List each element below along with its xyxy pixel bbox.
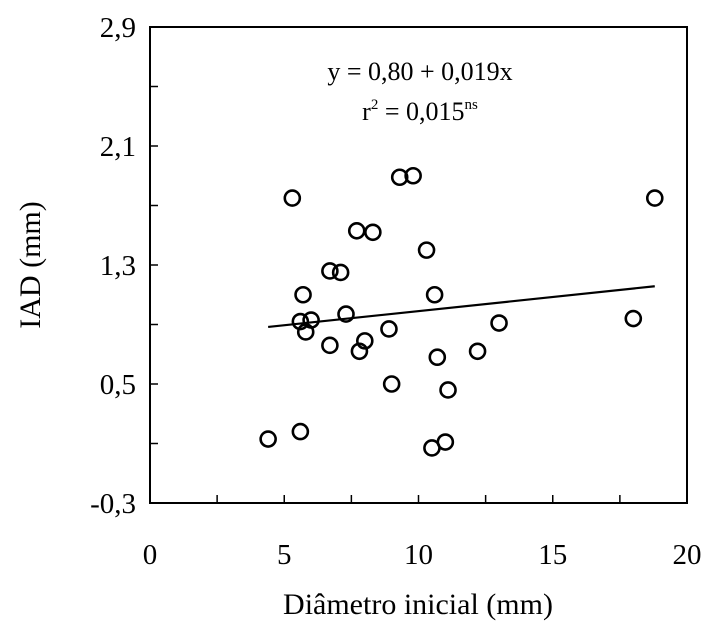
data-points [259, 166, 664, 457]
data-point [468, 342, 487, 361]
data-point [645, 189, 664, 207]
y-tick-label: 2,1 [100, 131, 136, 163]
axis-ticks: 0 5 10 15 20 -0,3 0,5 1,3 2,1 2,9 [90, 12, 701, 571]
data-point [259, 430, 277, 448]
data-point [364, 223, 382, 242]
y-axis-title: IAD (mm) [14, 201, 47, 328]
data-point [439, 381, 457, 399]
data-point [380, 320, 398, 338]
data-point [382, 375, 401, 393]
fit-line-group [268, 285, 655, 329]
data-point [321, 262, 339, 280]
data-point [390, 168, 409, 187]
x-tick-label: 0 [143, 539, 158, 571]
data-point [404, 166, 422, 185]
x-tick-label: 15 [538, 539, 567, 571]
y-tick-label: 2,9 [100, 12, 136, 44]
data-point [490, 314, 508, 332]
data-point [436, 433, 455, 451]
data-point [425, 285, 444, 304]
regression-equation: y = 0,80 + 0,019x [327, 57, 512, 86]
data-point [283, 189, 302, 207]
data-point [291, 422, 310, 441]
x-axis-title: Diâmetro inicial (mm) [283, 588, 553, 621]
data-point [428, 348, 447, 367]
data-point [355, 332, 374, 350]
data-point [321, 336, 339, 355]
r-squared-label: r2 = 0,015ns [362, 97, 478, 126]
data-point [350, 342, 369, 361]
data-point [624, 309, 643, 328]
data-point [347, 221, 366, 240]
y-tick-label: -0,3 [90, 488, 136, 520]
x-tick-label: 10 [404, 539, 433, 571]
y-tick-label: 0,5 [100, 369, 136, 401]
data-point [417, 241, 436, 259]
data-point [302, 311, 320, 329]
regression-line [268, 285, 655, 329]
data-point [294, 285, 312, 304]
data-point [291, 312, 310, 331]
x-tick-label: 20 [673, 539, 702, 571]
data-point [331, 263, 350, 282]
data-point [337, 305, 355, 323]
y-tick-label: 1,3 [100, 250, 136, 282]
x-tick-label: 5 [277, 539, 292, 571]
